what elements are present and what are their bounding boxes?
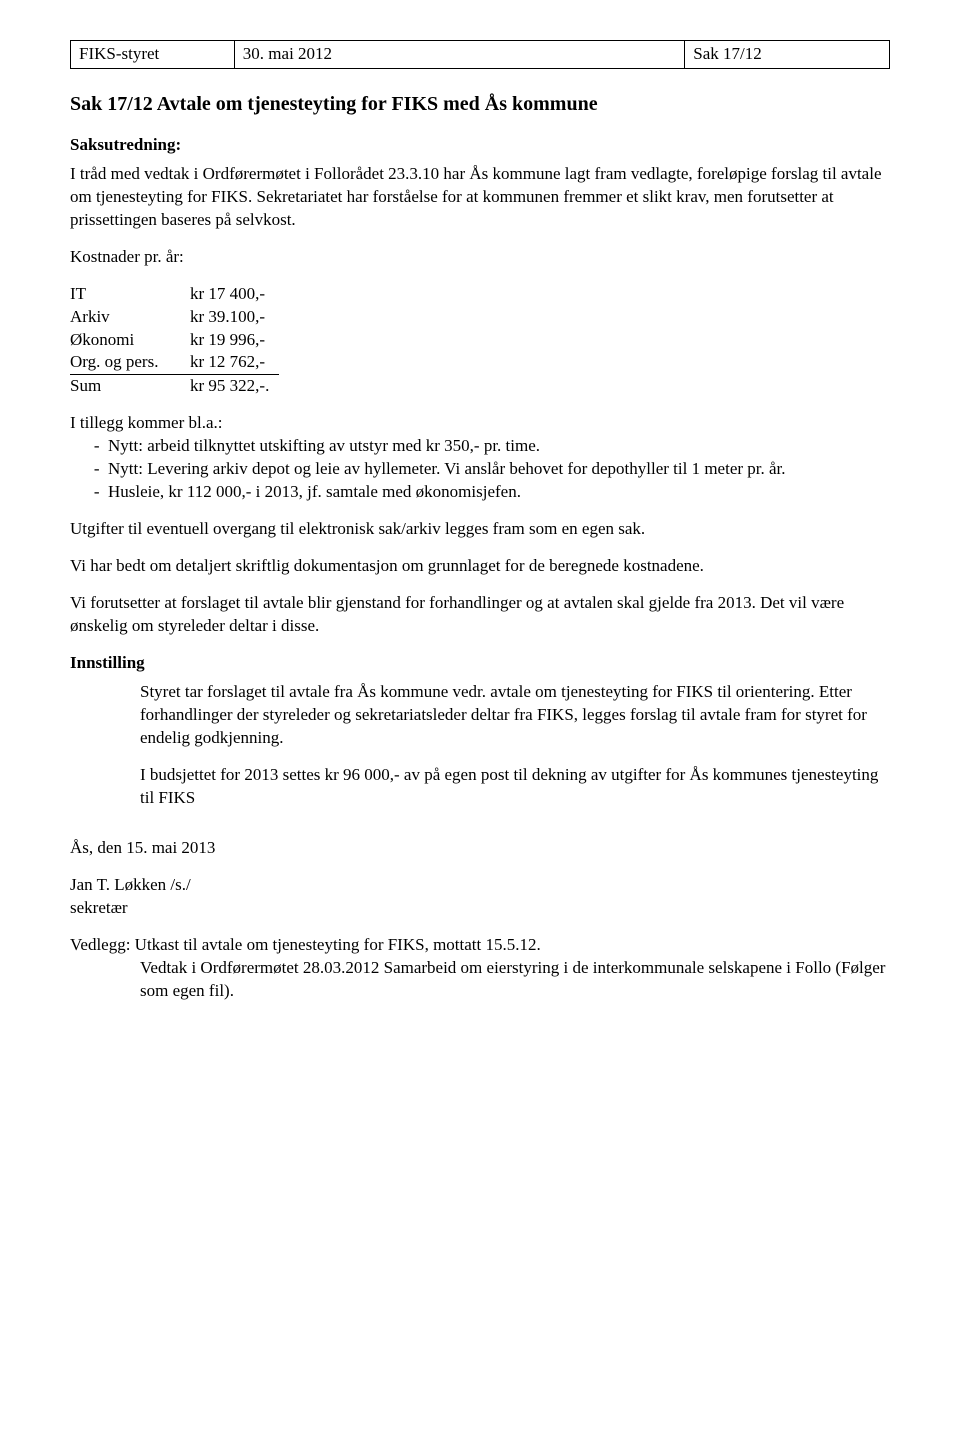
cost-table: IT kr 17 400,- Arkiv kr 39.100,- Økonomi… xyxy=(70,283,279,399)
cost-value: kr 17 400,- xyxy=(190,283,279,306)
cost-sum-value: kr 95 322,-. xyxy=(190,375,279,398)
body-para: Kostnader pr. år: xyxy=(70,246,890,269)
header-row: FIKS-styret 30. mai 2012 Sak 17/12 xyxy=(71,41,890,69)
section-innstilling: Innstilling xyxy=(70,652,890,675)
header-org: FIKS-styret xyxy=(71,41,235,69)
cost-label: Org. og pers. xyxy=(70,351,190,374)
cost-value: kr 12 762,- xyxy=(190,351,279,374)
attachments: Vedlegg: Utkast til avtale om tjenesteyt… xyxy=(70,934,890,1003)
header-table: FIKS-styret 30. mai 2012 Sak 17/12 xyxy=(70,40,890,69)
body-para: Vi forutsetter at forslaget til avtale b… xyxy=(70,592,890,638)
cost-value: kr 19 996,- xyxy=(190,329,279,352)
cost-row: Arkiv kr 39.100,- xyxy=(70,306,279,329)
attachment-line: Vedlegg: Utkast til avtale om tjenesteyt… xyxy=(70,934,890,957)
document-page: FIKS-styret 30. mai 2012 Sak 17/12 Sak 1… xyxy=(0,0,960,1444)
cost-row: Økonomi kr 19 996,- xyxy=(70,329,279,352)
cost-sum-label: Sum xyxy=(70,375,190,398)
cost-label: IT xyxy=(70,283,190,306)
cost-value: kr 39.100,- xyxy=(190,306,279,329)
cost-row: IT kr 17 400,- xyxy=(70,283,279,306)
attachment-line: Vedtak i Ordførermøtet 28.03.2012 Samarb… xyxy=(140,957,890,1003)
bullet-list: Nytt: arbeid tilknyttet utskifting av ut… xyxy=(70,435,890,504)
bullet-item: Husleie, kr 112 000,- i 2013, jf. samtal… xyxy=(108,481,890,504)
body-para: Vi har bedt om detaljert skriftlig dokum… xyxy=(70,555,890,578)
signature-place-date: Ås, den 15. mai 2013 xyxy=(70,837,890,860)
cost-label: Økonomi xyxy=(70,329,190,352)
signature-block: Ås, den 15. mai 2013 Jan T. Løkken /s./ … xyxy=(70,837,890,920)
bullet-item: Nytt: Levering arkiv depot og leie av hy… xyxy=(108,458,890,481)
document-title: Sak 17/12 Avtale om tjenesteyting for FI… xyxy=(70,91,890,118)
body-para: Utgifter til eventuell overgang til elek… xyxy=(70,518,890,541)
signature-title: sekretær xyxy=(70,897,890,920)
signature-name: Jan T. Løkken /s./ xyxy=(70,874,890,897)
cost-label: Arkiv xyxy=(70,306,190,329)
body-para: I tråd med vedtak i Ordførermøtet i Foll… xyxy=(70,163,890,232)
cost-sum-row: Sum kr 95 322,-. xyxy=(70,375,279,398)
cost-row: Org. og pers. kr 12 762,- xyxy=(70,351,279,374)
section-saksutredning: Saksutredning: xyxy=(70,134,890,157)
body-para: I tillegg kommer bl.a.: xyxy=(70,412,890,435)
bullet-item: Nytt: arbeid tilknyttet utskifting av ut… xyxy=(108,435,890,458)
header-date: 30. mai 2012 xyxy=(234,41,684,69)
header-case: Sak 17/12 xyxy=(685,41,890,69)
innstilling-para: I budsjettet for 2013 settes kr 96 000,-… xyxy=(140,764,890,810)
innstilling-para: Styret tar forslaget til avtale fra Ås k… xyxy=(140,681,890,750)
